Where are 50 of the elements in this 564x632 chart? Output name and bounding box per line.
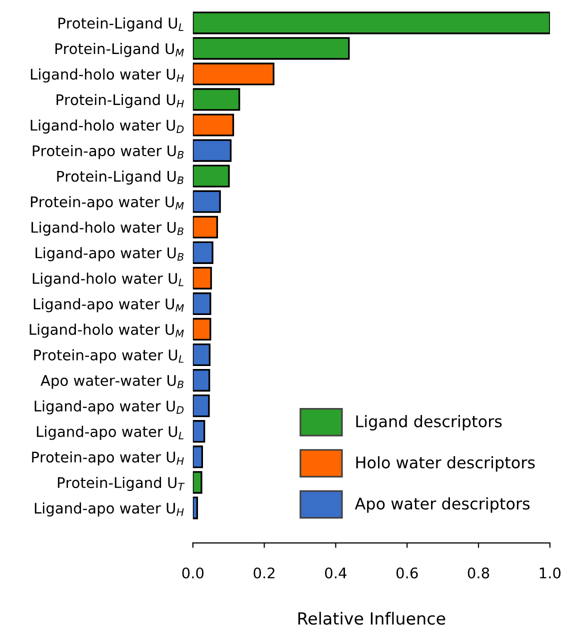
bar <box>192 446 204 468</box>
legend-label: Apo water descriptors <box>354 497 530 513</box>
y-tick-label: Ligand-apo water U$_{M}$ <box>34 298 184 312</box>
x-tick-label: 0.4 <box>325 567 346 578</box>
y-tick-label: Protein-Ligand U$_{B}$ <box>57 170 184 185</box>
y-tick-label: Apo water-water U$_{B}$ <box>40 375 184 389</box>
bar <box>192 241 214 264</box>
bar <box>192 368 210 392</box>
y-tick-label: Ligand-apo water U$_{D}$ <box>34 400 184 414</box>
y-tick-label: Ligand-apo water U$_{L}$ <box>36 426 184 440</box>
bar <box>192 139 232 162</box>
bar <box>192 164 230 188</box>
x-axis-title: Relative Influence <box>298 612 446 625</box>
x-tick-label: 0.6 <box>396 567 418 578</box>
bar <box>192 114 234 136</box>
bar <box>192 343 211 366</box>
y-tick-label: Protein-Ligand U$_{L}$ <box>58 17 184 32</box>
y-tick-label: Ligand-holo water U$_{L}$ <box>32 272 184 287</box>
y-tick-label: Ligand-holo water U$_{H}$ <box>30 68 184 83</box>
y-tick-label: Protein-Ligand U$_{H}$ <box>56 94 184 108</box>
bar <box>192 471 202 494</box>
y-tick-label: Ligand-holo water U$_{B}$ <box>32 222 184 236</box>
x-tick-label: 1.0 <box>540 567 561 578</box>
bar <box>192 496 198 520</box>
y-tick-label: Protein-Ligand U$_{M}$ <box>55 42 184 57</box>
bar <box>192 318 212 341</box>
bar <box>192 292 212 315</box>
legend-label: Ligand descriptors <box>356 415 502 430</box>
y-tick-label: Protein-apo water U$_{M}$ <box>30 196 184 210</box>
bar <box>192 190 221 213</box>
legend-label: Holo water descriptors <box>356 456 535 472</box>
y-tick-label: Protein-apo water U$_{L}$ <box>34 349 184 364</box>
bar <box>192 62 274 86</box>
x-tick-label: 0.2 <box>254 567 274 578</box>
y-tick-label: Protein-apo water U$_{B}$ <box>32 144 184 160</box>
y-tick-label: Ligand-apo water U$_{B}$ <box>36 247 184 262</box>
y-tick-label: Ligand-apo water U$_{H}$ <box>34 502 184 516</box>
y-tick-label: Protein-apo water U$_{H}$ <box>32 451 184 466</box>
bar <box>192 12 550 34</box>
x-tick-label: 0.8 <box>468 567 490 578</box>
bar <box>192 420 206 443</box>
y-tick-label: Protein-Ligand U$_{T}$ <box>58 476 185 491</box>
bar <box>192 394 210 418</box>
x-tick-label: 0.0 <box>182 567 204 578</box>
y-tick-label: Ligand-holo water U$_{D}$ <box>30 119 184 134</box>
bar <box>192 37 350 60</box>
bar <box>192 266 212 290</box>
bar <box>192 88 240 111</box>
y-tick-label: Ligand-holo water U$_{M}$ <box>30 324 184 338</box>
bar <box>192 216 218 238</box>
